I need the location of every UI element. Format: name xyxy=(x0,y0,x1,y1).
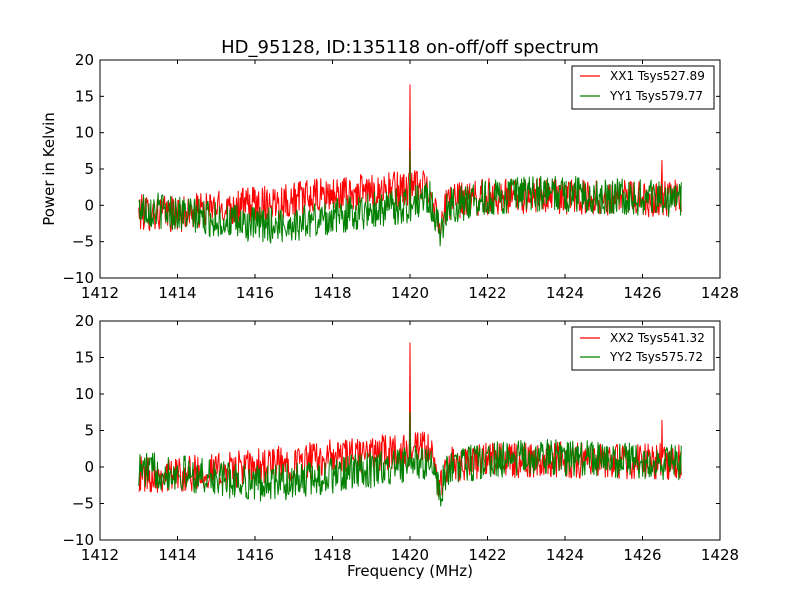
x-tick-label: 1422 xyxy=(468,546,506,564)
x-tick-label: 1416 xyxy=(236,546,274,564)
top-x-ticks: 1412 1414 1416 1418 1420 1422 1424 1426 1428 xyxy=(81,60,739,302)
y-tick-label: 10 xyxy=(75,124,94,142)
x-tick-label: 1428 xyxy=(701,546,739,564)
bottom-legend: XX2 Tsys541.32 YY2 Tsys575.72 xyxy=(571,326,715,371)
x-tick-label: 1414 xyxy=(158,546,196,564)
top-spectrum-panel: HD_95128, ID:135118 on-off/off spectrum … xyxy=(40,37,739,302)
y-tick-label: −5 xyxy=(72,233,94,251)
y-tick-label: 15 xyxy=(75,349,94,367)
y-tick-label: 20 xyxy=(75,312,94,330)
legend-label-xx1: XX1 Tsys527.89 xyxy=(610,69,705,83)
x-tick-label: 1420 xyxy=(391,546,429,564)
y-tick-label: −10 xyxy=(62,269,94,287)
y-tick-label: 10 xyxy=(75,385,94,403)
top-legend: XX1 Tsys527.89 YY1 Tsys579.77 xyxy=(571,65,715,110)
x-tick-label: 1424 xyxy=(546,546,584,564)
x-tick-label: 1412 xyxy=(81,284,119,302)
top-legend-box xyxy=(571,65,715,110)
x-axis-label: Frequency (MHz) xyxy=(347,562,473,580)
y-tick-label: −5 xyxy=(72,495,94,513)
y-tick-label: −10 xyxy=(62,531,94,549)
bottom-x-ticks: 1412 1414 1416 1418 1420 1422 1424 1426 1428 xyxy=(81,321,739,564)
x-tick-label: 1426 xyxy=(623,284,661,302)
y-tick-label: 0 xyxy=(84,458,94,476)
x-tick-label: 1420 xyxy=(391,284,429,302)
x-tick-label: 1416 xyxy=(236,284,274,302)
bottom-spectrum-panel: Frequency (MHz) 1412 1414 1416 1418 1420 1422… xyxy=(62,312,739,580)
x-tick-label: 1412 xyxy=(81,546,119,564)
legend-label-yy1: YY1 Tsys579.77 xyxy=(609,89,703,103)
y-tick-label: 5 xyxy=(84,160,94,178)
y-tick-label: 5 xyxy=(84,422,94,440)
series-line-yy1 xyxy=(138,150,682,247)
y-tick-label: 0 xyxy=(84,196,94,214)
x-tick-label: 1418 xyxy=(313,284,351,302)
top-panel-series xyxy=(138,84,682,247)
series-line-yy2 xyxy=(138,411,682,507)
x-tick-label: 1426 xyxy=(623,546,661,564)
x-tick-label: 1424 xyxy=(546,284,584,302)
chart-title: HD_95128, ID:135118 on-off/off spectrum xyxy=(221,37,599,58)
y-axis-label: Power in Kelvin xyxy=(40,112,58,226)
y-tick-label: 15 xyxy=(75,87,94,105)
legend-label-xx2: XX2 Tsys541.32 xyxy=(610,331,705,345)
legend-label-yy2: YY2 Tsys575.72 xyxy=(609,350,703,364)
x-tick-label: 1414 xyxy=(158,284,196,302)
x-tick-label: 1422 xyxy=(468,284,506,302)
y-tick-label: 20 xyxy=(75,51,94,69)
bottom-y-ticks: 20 15 10 5 0 −5 −10 xyxy=(62,312,720,549)
x-tick-label: 1428 xyxy=(701,284,739,302)
bottom-legend-box xyxy=(571,326,715,371)
x-tick-label: 1418 xyxy=(313,546,351,564)
top-y-ticks: 20 15 10 5 0 −5 −10 xyxy=(62,51,720,287)
bottom-panel-series xyxy=(138,342,682,507)
